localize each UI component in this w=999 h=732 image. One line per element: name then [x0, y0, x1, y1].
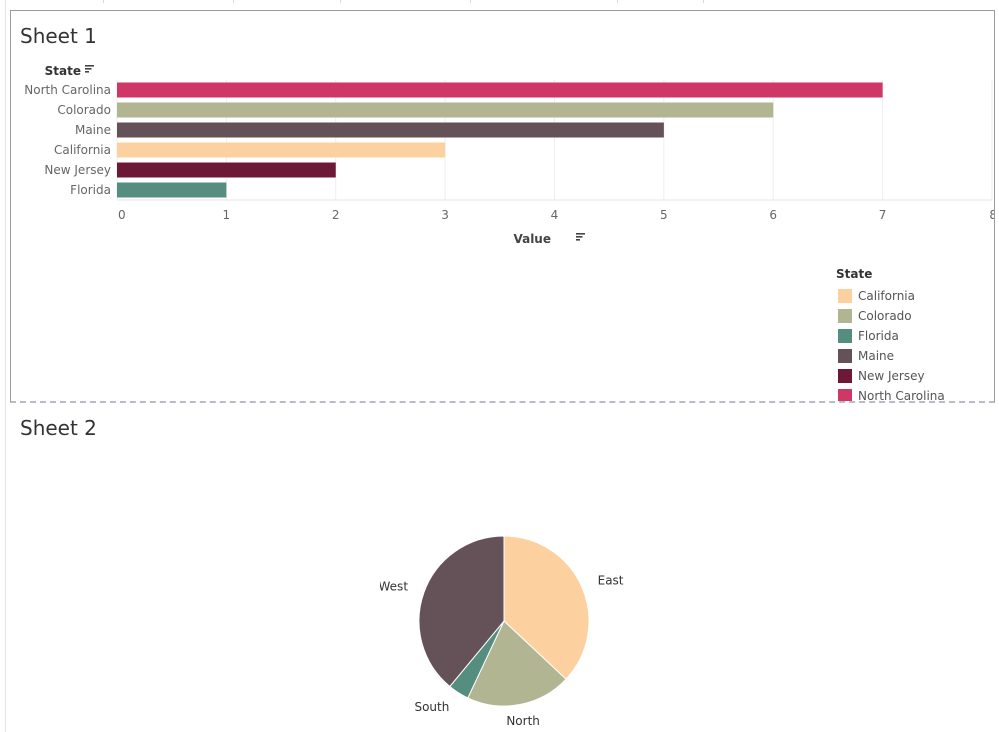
category-label: Colorado: [57, 103, 111, 117]
legend-title: State: [836, 267, 873, 281]
pie-slice: [467, 620, 567, 707]
sheet2-title: Sheet 2: [20, 416, 97, 440]
legend-label: Colorado: [858, 309, 912, 323]
pie-label: North: [506, 714, 540, 728]
legend-item[interactable]: New Jersey: [836, 366, 986, 386]
pie-label: West: [380, 579, 408, 593]
legend-item[interactable]: Maine: [836, 346, 986, 366]
bar: [117, 122, 664, 138]
legend-label: Maine: [858, 349, 895, 363]
state-legend: State California Colorado Florida Maine …: [836, 267, 986, 403]
pie-chart[interactable]: East North South West: [380, 520, 630, 730]
legend-item[interactable]: California: [836, 286, 986, 306]
x-axis-title: Value: [513, 232, 551, 246]
legend-swatch: [838, 289, 852, 303]
tick-label: 1: [223, 208, 231, 222]
bar: [117, 102, 774, 118]
tick-label: 7: [879, 208, 887, 222]
tick-label: 3: [441, 208, 449, 222]
legend-swatch: [838, 389, 852, 401]
tick-label: 8: [989, 208, 995, 222]
bar-chart[interactable]: North Carolina Colorado Maine California New…: [11, 11, 995, 403]
sort-icon: [576, 233, 585, 241]
pie-label: South: [414, 700, 449, 714]
sort-icon-line: [576, 233, 585, 235]
tick-label: 2: [332, 208, 340, 222]
legend-item[interactable]: Florida: [836, 326, 986, 346]
tick-label: 4: [551, 208, 559, 222]
category-label: Maine: [75, 123, 111, 137]
category-label: California: [54, 143, 111, 157]
sheet1-title: Sheet 1: [20, 24, 97, 48]
legend-label: California: [858, 289, 915, 303]
category-label: Florida: [70, 183, 111, 197]
pie-slice: [503, 535, 590, 680]
tick-label: 0: [118, 208, 126, 222]
tick-label: 6: [769, 208, 777, 222]
sort-icon: [85, 65, 94, 73]
category-label: North Carolina: [24, 83, 111, 97]
legend-label: New Jersey: [858, 369, 925, 383]
sheet1-panel[interactable]: Sheet 1 North Carolina Colorado Maine Calif…: [10, 10, 995, 403]
category-label: New Jersey: [44, 163, 111, 177]
sort-icon-line: [85, 71, 89, 73]
bar: [117, 82, 883, 98]
bar: [117, 182, 227, 198]
sort-icon-line: [85, 68, 92, 70]
sort-icon-line: [85, 65, 94, 67]
bar: [117, 162, 336, 178]
tick-label: 5: [660, 208, 668, 222]
sort-icon-line: [576, 236, 583, 238]
top-ruler: [0, 0, 999, 3]
y-axis-title: State: [45, 64, 81, 78]
left-divider: [5, 0, 6, 732]
legend-label: North Carolina: [858, 389, 945, 403]
legend-swatch: [838, 349, 852, 363]
legend-item[interactable]: Colorado: [836, 306, 986, 326]
sort-icon-line: [576, 239, 580, 241]
legend-label: Florida: [858, 329, 899, 343]
legend-swatch: [838, 329, 852, 343]
legend-swatch: [838, 369, 852, 383]
bar: [117, 142, 446, 158]
pie-label: East: [598, 573, 624, 587]
legend-item[interactable]: North Carolina: [836, 386, 986, 403]
pie-slice: [418, 535, 505, 688]
legend-swatch: [838, 309, 852, 323]
